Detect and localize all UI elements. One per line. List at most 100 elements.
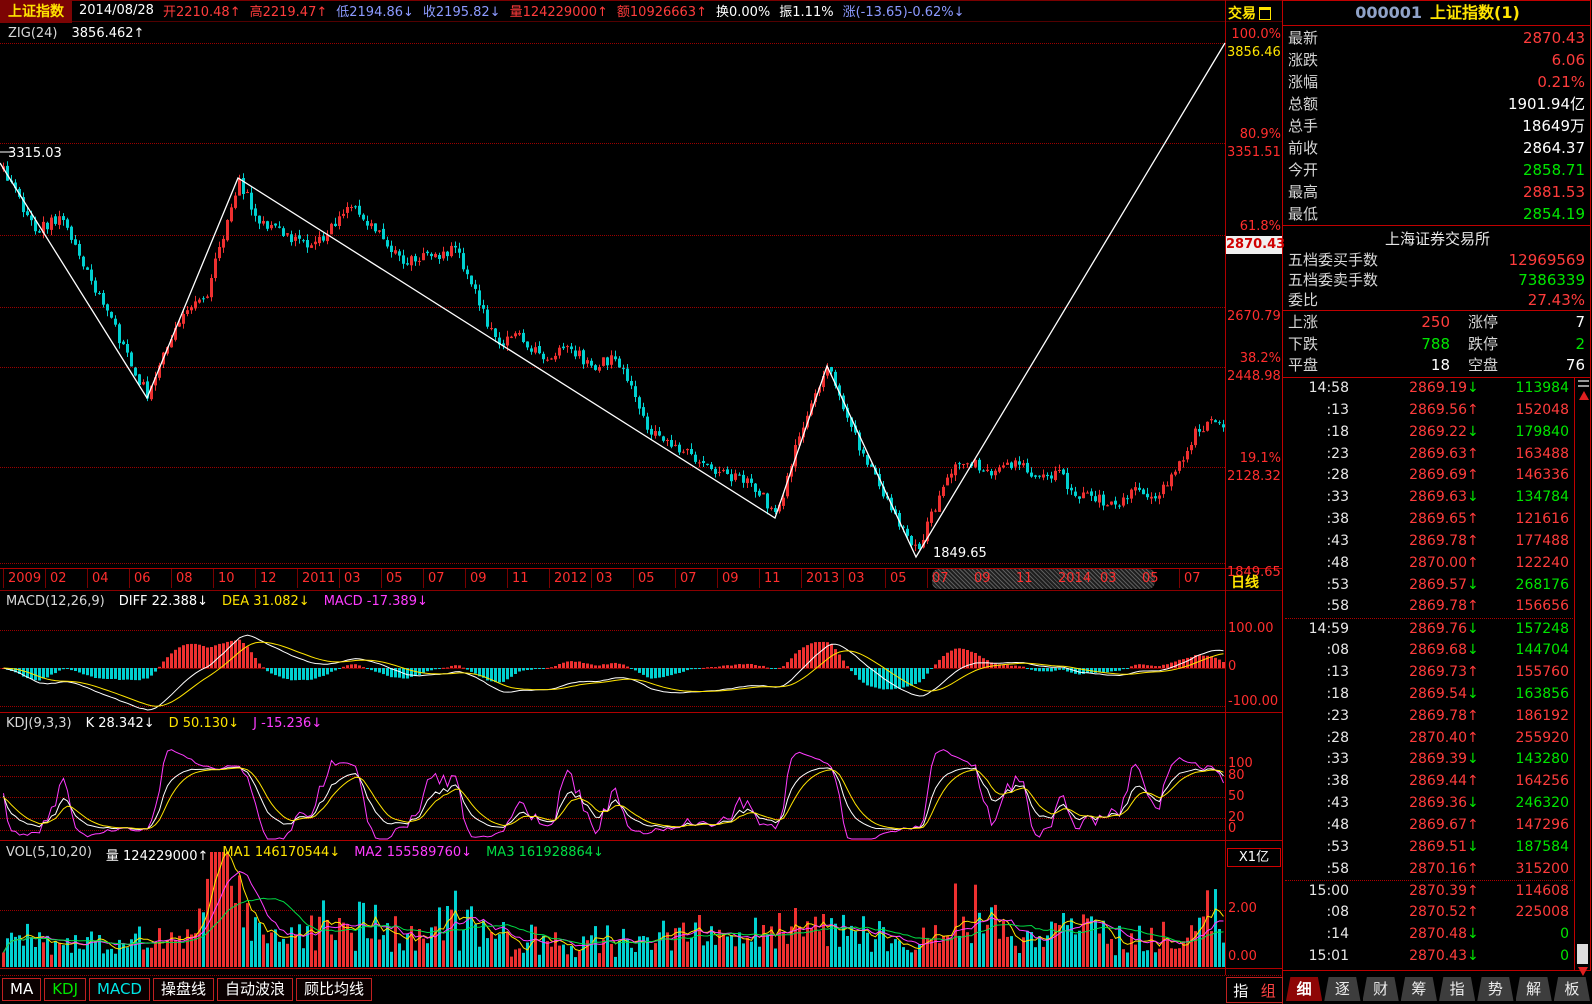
grid-line [1590, 0, 1591, 970]
breadth-label: 下跌 [1288, 334, 1319, 353]
tick-arrow-icon: ↓ [1467, 838, 1479, 855]
tick-row: :08 2869.68 ↓ 144704 [1285, 640, 1573, 662]
tick-volume: 144704 [1515, 642, 1569, 659]
tick-volume: 113984 [1515, 380, 1569, 396]
tick-row: :33 2869.63 ↓ 134784 [1285, 487, 1573, 509]
scale-percent-label: 38.2% [1239, 351, 1281, 366]
tick-time: :08 [1326, 904, 1349, 921]
tick-row: :33 2869.39 ↓ 143280 [1285, 749, 1573, 771]
indicator-value: MACD -17.389↓ [323, 594, 428, 609]
grid-line [1283, 377, 1591, 378]
sidebar-tab-财[interactable]: 财 [1362, 977, 1399, 1001]
indicator-tab-bar: MA KDJ MACD 操盘线 自动波浪 顾比均线 [2, 978, 373, 1001]
axis-label: 07 [1184, 571, 1201, 586]
indicator-tab-顾比均线[interactable]: 顾比均线 [296, 978, 373, 1001]
scroll-thumb[interactable] [1577, 944, 1588, 964]
tick-time: :58 [1326, 860, 1349, 877]
tick-time: :43 [1326, 795, 1349, 812]
tick-arrow-icon: ↑ [1467, 816, 1479, 833]
indicator-corner-button[interactable]: 指 [1233, 981, 1249, 1000]
tick-arrow-icon: ↓ [1467, 642, 1479, 659]
sidebar-tab-板[interactable]: 板 [1553, 977, 1590, 1001]
tick-time: :53 [1326, 838, 1349, 855]
header-stat: 换0.00% [715, 5, 771, 20]
quote-label: 今开 [1288, 161, 1319, 179]
header-stat: 额10926663↑ [616, 5, 707, 20]
quote-value: 0.21% [1537, 73, 1585, 91]
sidebar-tab-bar: 细逐财筹指势解板 [1286, 977, 1590, 1002]
sidebar-tab-势[interactable]: 势 [1477, 977, 1514, 1001]
sidebar-tab-细[interactable]: 细 [1286, 977, 1323, 1001]
tick-time: :58 [1326, 598, 1349, 615]
tick-list[interactable]: 14:58 2869.19 ↓ 113984:13 2869.56 ↑ 152048:18 2… [1285, 378, 1573, 968]
trade-button-label: 交易 [1228, 6, 1256, 22]
indicator-tab-KDJ[interactable]: KDJ [44, 978, 87, 1001]
scale-price-label: 2128.32 [1227, 469, 1281, 484]
indicator-tab-MACD[interactable]: MACD [89, 978, 150, 1001]
sidebar-title: 000001 上证指数(1) [1284, 2, 1591, 24]
tick-volume: 155760 [1515, 663, 1569, 680]
grid-line [465, 569, 466, 588]
breadth-label: 上涨 [1288, 313, 1319, 331]
tick-price: 2869.78 [1409, 707, 1467, 724]
symbol-badge[interactable]: 上证指数 [0, 0, 72, 23]
trade-button[interactable]: 交易 [1228, 3, 1271, 23]
splitter-icon[interactable] [1578, 380, 1589, 387]
tick-arrow-icon: ↓ [1467, 795, 1479, 812]
scroll-down-icon[interactable] [1578, 967, 1588, 976]
zig-left-price-label: 3315.03 [8, 146, 62, 161]
tick-row: 15:00 2870.39 ↑ 114608 [1285, 880, 1573, 902]
quote-label: 委比 [1288, 291, 1319, 309]
tick-scrollbar[interactable] [1576, 379, 1591, 976]
tick-price: 2870.52 [1409, 904, 1467, 921]
scroll-up-icon[interactable] [1578, 391, 1589, 400]
tick-price: 2870.00 [1409, 554, 1467, 571]
tick-price: 2869.54 [1409, 685, 1467, 702]
breadth-value: 76 [1565, 356, 1585, 375]
grid-line [1283, 225, 1591, 226]
grid-line [0, 307, 1225, 308]
tick-time: :08 [1326, 642, 1349, 659]
tick-time: :23 [1326, 707, 1349, 724]
breadth-value: 2 [1575, 334, 1585, 353]
group-corner-button[interactable]: 组 [1260, 981, 1276, 1000]
sidebar-tab-解[interactable]: 解 [1515, 977, 1552, 1001]
sidebar-tab-逐[interactable]: 逐 [1324, 977, 1361, 1001]
indicator-tab-MA[interactable]: MA [2, 978, 42, 1001]
grid-line [549, 569, 550, 588]
tick-price: 2869.76 [1409, 621, 1467, 638]
grid-line [0, 563, 1225, 564]
axis-label: 05 [890, 571, 907, 586]
quote-row: 前收 2864.37 [1285, 137, 1588, 159]
tick-row: :14 2870.48 ↓ 0 [1285, 924, 1573, 946]
tick-arrow-icon: ↑ [1467, 773, 1479, 790]
breadth-label: 空盘 [1468, 356, 1499, 375]
period-selector[interactable]: 日线 [1231, 575, 1259, 591]
quote-value: 2864.37 [1522, 139, 1585, 157]
axis-label: 05 [1142, 571, 1159, 586]
tick-price: 2869.44 [1409, 773, 1467, 790]
indicator-tab-自动波浪[interactable]: 自动波浪 [217, 978, 294, 1001]
grid-line [927, 569, 928, 588]
indicator-tab-操盘线[interactable]: 操盘线 [152, 978, 214, 1001]
tick-price: 2869.68 [1409, 642, 1467, 659]
sidebar-tab-筹[interactable]: 筹 [1400, 977, 1437, 1001]
tick-volume: 134784 [1515, 489, 1569, 506]
grid-line [0, 0, 1283, 1]
breadth-value: 7 [1575, 313, 1585, 331]
grid-line [0, 712, 1283, 713]
tick-time: :18 [1326, 423, 1349, 440]
indicator-scale-label: 100.00 [1228, 621, 1274, 636]
axis-label: 07 [680, 571, 697, 586]
time-axis: 2009 02 04 06 08 10 12 2011 03 05 07 09 11 2012 03 05 07… [0, 569, 1225, 589]
axis-label: 12 [260, 571, 277, 586]
quote-label: 涨跌 [1288, 51, 1319, 69]
tick-volume: 255920 [1515, 729, 1569, 746]
scale-price-label: 3351.51 [1227, 145, 1281, 160]
sidebar-tab-指[interactable]: 指 [1439, 977, 1476, 1001]
indicator-value: ZIG(24) [8, 26, 58, 41]
quote-value: 1901.94亿 [1507, 95, 1585, 113]
header-stats: 开2210.48↑ 高2219.47↑ 低2194.86↓ 收2195.82↓ 量124… [163, 1, 974, 20]
quote-label: 五档委买手数 [1288, 251, 1379, 269]
quote-value: 12969569 [1508, 251, 1585, 269]
